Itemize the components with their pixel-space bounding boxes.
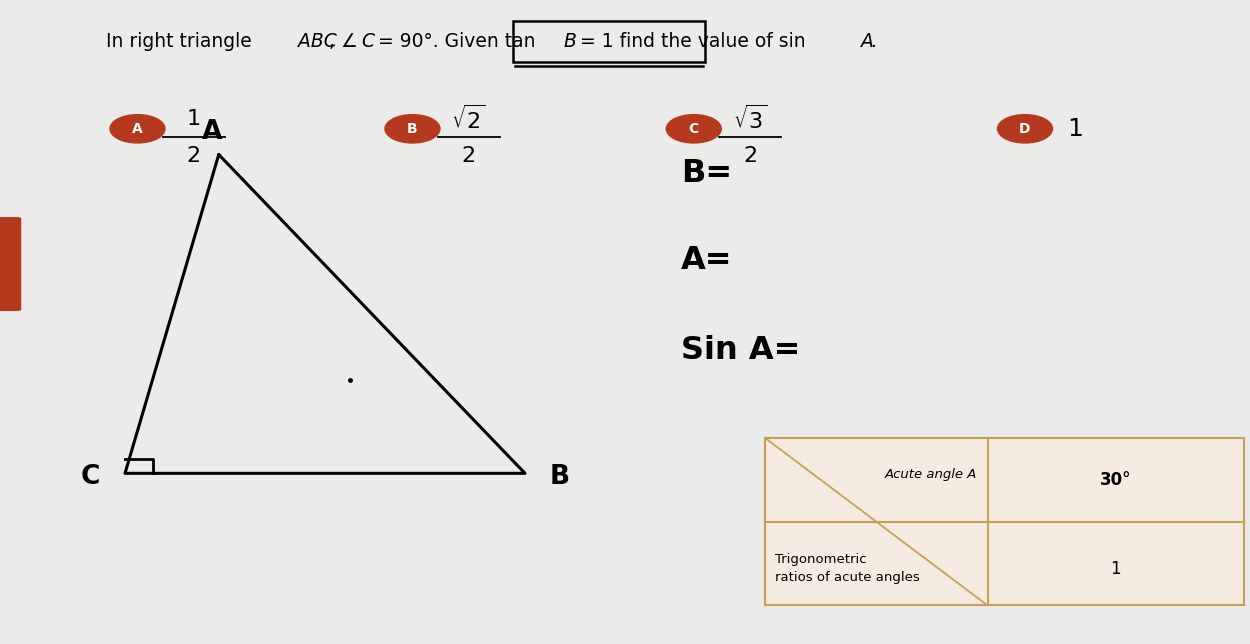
Circle shape — [110, 115, 165, 143]
Circle shape — [998, 115, 1052, 143]
Text: A: A — [861, 32, 874, 52]
Text: A: A — [0, 256, 10, 272]
Text: , ∠: , ∠ — [330, 32, 359, 52]
Bar — [765, 438, 1244, 605]
Text: 2: 2 — [186, 146, 201, 167]
Text: = 1 find the value of sin: = 1 find the value of sin — [574, 32, 811, 52]
Circle shape — [385, 115, 440, 143]
Text: B: B — [408, 122, 418, 136]
Text: 1: 1 — [186, 109, 201, 129]
Text: ABC: ABC — [298, 32, 336, 52]
Text: = 90°. Given tan: = 90°. Given tan — [372, 32, 541, 52]
Text: In right triangle: In right triangle — [106, 32, 258, 52]
Text: .: . — [871, 32, 877, 52]
Text: 2: 2 — [461, 146, 476, 167]
Text: 2: 2 — [742, 146, 758, 167]
Text: A: A — [202, 119, 222, 145]
Text: B: B — [550, 464, 570, 489]
Circle shape — [666, 115, 721, 143]
Text: $\sqrt{3}$: $\sqrt{3}$ — [732, 105, 768, 133]
Text: C: C — [361, 32, 375, 52]
Text: 30°: 30° — [1100, 471, 1131, 489]
Text: 1: 1 — [1110, 560, 1121, 578]
Text: 1: 1 — [1068, 117, 1082, 141]
Text: Acute angle A: Acute angle A — [885, 468, 978, 481]
FancyBboxPatch shape — [0, 217, 21, 311]
Text: B: B — [564, 32, 576, 52]
Text: A: A — [132, 122, 142, 136]
Text: C: C — [80, 464, 100, 489]
Text: A=: A= — [681, 245, 732, 276]
Text: D: D — [1019, 122, 1031, 136]
Text: C: C — [689, 122, 699, 136]
Text: B=: B= — [681, 158, 732, 189]
Text: $\sqrt{2}$: $\sqrt{2}$ — [451, 105, 486, 133]
Text: Trigonometric
ratios of acute angles: Trigonometric ratios of acute angles — [775, 553, 920, 584]
Text: Sin A=: Sin A= — [681, 336, 801, 366]
